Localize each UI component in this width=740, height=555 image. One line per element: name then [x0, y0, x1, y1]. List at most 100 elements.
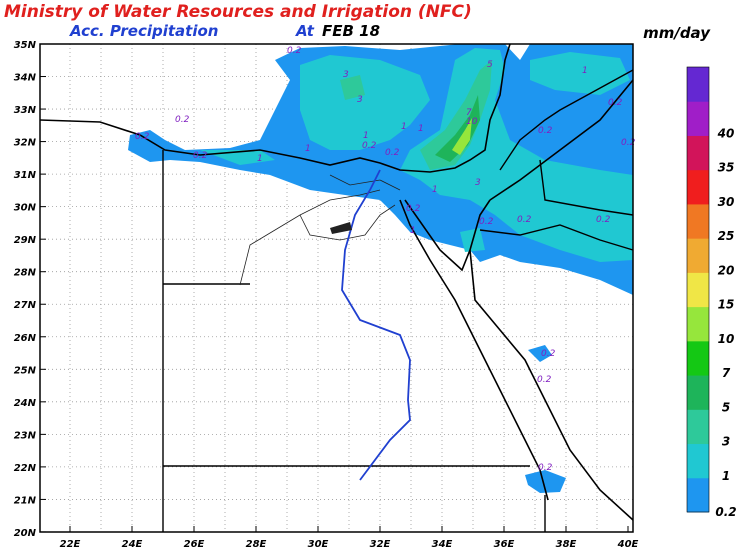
- colorbar-label: 10: [718, 332, 735, 346]
- nile: [341, 169, 411, 481]
- contour-label: 1: [305, 144, 311, 154]
- at: At: [295, 22, 315, 40]
- contour-label: 0.2: [608, 98, 623, 108]
- colorbar-segment: [687, 306, 709, 342]
- lat-label: 35N: [14, 40, 37, 51]
- colorbar-segment: [687, 272, 709, 308]
- contour-label: 0.2: [385, 148, 400, 158]
- precip-lime: [452, 118, 472, 155]
- lat-label: 25N: [14, 365, 37, 376]
- borders: [162, 69, 634, 532]
- colorbar-label: 20: [718, 263, 735, 277]
- colorbar-segment: [687, 169, 709, 205]
- colorbar-label: 40: [717, 126, 735, 140]
- date: FEB 18: [322, 22, 380, 40]
- colorbar-segment: [687, 203, 709, 239]
- precip-green: [340, 60, 492, 170]
- colorbar-label: 0.2: [715, 505, 736, 519]
- colorbar-segment: [687, 443, 709, 479]
- lon-label: 30E: [308, 539, 329, 550]
- contour-label: 7: [466, 108, 472, 118]
- lon-label: 28E: [246, 539, 267, 550]
- lat-label: 27N: [14, 300, 37, 311]
- contour-label: 0.2: [538, 126, 553, 136]
- lon-label: 34E: [432, 539, 453, 550]
- lon-label: 22E: [60, 539, 81, 550]
- contour-label: 0.2: [541, 349, 556, 359]
- grid: [40, 44, 633, 532]
- lon-label: 40E: [617, 539, 639, 550]
- lon-label: 32E: [370, 539, 391, 550]
- contour-label: 0.2: [362, 141, 377, 151]
- colorbar-segment: [687, 340, 709, 376]
- colorbar-segment: [687, 238, 709, 273]
- contour-label: 1: [410, 226, 416, 236]
- unit: mm/day: [643, 24, 711, 42]
- colorbar-label: 1: [722, 469, 730, 483]
- contour-label: 1: [257, 154, 263, 164]
- lat-label: 32N: [14, 138, 37, 149]
- contour-label: 3: [343, 70, 349, 80]
- colorbar-label: 35: [718, 161, 735, 175]
- lat-label: 30N: [14, 203, 37, 214]
- precip-green-dark: [435, 95, 480, 162]
- colorbar-label: 15: [718, 298, 735, 312]
- lat-label: 31N: [14, 170, 37, 181]
- contour-label: 0.2: [287, 46, 302, 56]
- colorbar-segment: [687, 67, 709, 102]
- lat-label: 24N: [14, 398, 37, 409]
- colorbar-label: 30: [718, 195, 735, 209]
- product: Acc. Precipitation: [69, 22, 218, 40]
- colorbar-frame: [686, 66, 710, 513]
- contour-label: 1: [582, 66, 588, 76]
- lat-label: 23N: [14, 430, 37, 441]
- lat-label: 28N: [14, 268, 37, 279]
- colorbar-segment: [687, 409, 709, 445]
- contour-label: 0.2: [193, 151, 208, 161]
- lat-label: 34N: [14, 73, 37, 84]
- colorbar-label: 3: [722, 435, 730, 449]
- lat-label: 26N: [14, 333, 37, 344]
- colorbar-label: 7: [722, 366, 731, 380]
- contour-label: 0.2: [621, 138, 636, 148]
- lat-label: 21N: [14, 495, 37, 506]
- colorbar-segment: [687, 101, 709, 136]
- contour-label: 0.2: [538, 463, 553, 473]
- contour-label: 0.2: [175, 115, 190, 125]
- contour-label: 5: [487, 60, 493, 70]
- colorbar-segment: [687, 375, 709, 410]
- lon-label: 26E: [184, 539, 205, 550]
- contour-label: 0.2: [406, 204, 421, 214]
- lat-label: 22N: [14, 463, 37, 474]
- precip-teal: [200, 48, 633, 262]
- colorbar-label: 25: [718, 229, 735, 243]
- axis-labels: 35N 34N 33N 32N 31N 30N 29N 28N 27N 26N 25N 24N 23N 2…: [14, 40, 639, 550]
- contour-label: 3: [475, 178, 481, 188]
- coastlines: [39, 43, 634, 521]
- lat-label: 29N: [14, 235, 37, 246]
- governorates: [239, 174, 401, 286]
- contour-label: 10: [466, 117, 478, 127]
- precip-blue: [128, 44, 633, 493]
- contour-label: 1: [432, 185, 438, 195]
- contour-label: 1: [418, 124, 424, 134]
- contour-label: 0.2: [479, 217, 494, 227]
- contour-label: 1: [401, 122, 407, 132]
- colorbar-segment: [687, 135, 709, 171]
- lon-label: 36E: [494, 539, 515, 550]
- lat-label: 33N: [14, 105, 37, 116]
- contour-label: 0.2: [596, 215, 611, 225]
- colorbar-label: 5: [722, 400, 730, 414]
- lat-label: 20N: [14, 528, 37, 539]
- contour-label: 1: [363, 131, 369, 141]
- title: Ministry of Water Resources and Irrigati…: [4, 2, 472, 22]
- colorbar-segment: [687, 477, 709, 513]
- lon-label: 38E: [556, 539, 577, 550]
- map-frame: [39, 43, 634, 533]
- lake: [330, 222, 352, 234]
- contour-label: 3: [357, 95, 363, 105]
